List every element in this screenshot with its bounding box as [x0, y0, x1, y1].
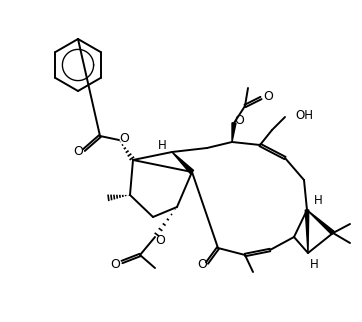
Text: OH: OH	[295, 109, 313, 121]
Polygon shape	[172, 152, 194, 174]
Text: O: O	[155, 233, 165, 247]
Text: O: O	[234, 113, 244, 127]
Polygon shape	[305, 210, 309, 253]
Polygon shape	[307, 210, 334, 234]
Text: H: H	[313, 194, 323, 207]
Text: O: O	[73, 145, 83, 157]
Text: O: O	[197, 259, 207, 271]
Polygon shape	[232, 123, 236, 142]
Text: O: O	[110, 258, 120, 270]
Text: O: O	[263, 90, 273, 102]
Text: H: H	[157, 138, 167, 151]
Text: H: H	[310, 259, 318, 271]
Text: O: O	[119, 131, 129, 145]
